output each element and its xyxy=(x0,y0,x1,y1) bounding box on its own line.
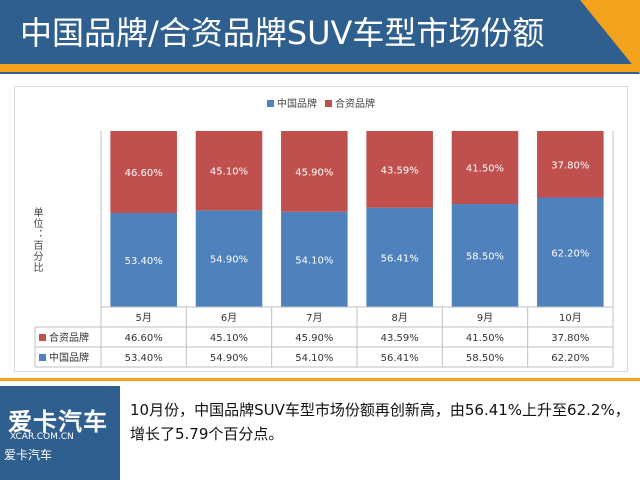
table-cell: 54.90% xyxy=(210,353,248,364)
legend-label: 中国品牌 xyxy=(277,99,317,110)
banner-accent-stripe xyxy=(0,64,640,72)
category-label: 9月 xyxy=(477,312,493,324)
data-label: 62.20% xyxy=(551,248,589,259)
table-cell: 56.41% xyxy=(381,353,419,364)
category-label: 5月 xyxy=(135,312,151,324)
legend-item: 合资品牌 xyxy=(325,95,375,110)
data-label: 45.10% xyxy=(210,167,248,178)
header-banner: 中国品牌/合资品牌SUV车型市场份额 xyxy=(0,0,640,74)
table-cell: 58.50% xyxy=(466,353,504,364)
table-cell: 37.80% xyxy=(551,333,589,344)
table-cell: 46.60% xyxy=(125,333,163,344)
table-row-label: 中国品牌 xyxy=(49,351,89,364)
data-label: 41.50% xyxy=(466,164,504,175)
bar-jv-3 xyxy=(281,131,348,212)
bar-china-4 xyxy=(366,207,433,307)
banner-corner-decoration xyxy=(580,0,640,74)
data-label: 56.41% xyxy=(381,253,419,264)
category-label: 7月 xyxy=(306,312,322,324)
table-row-swatch xyxy=(39,354,46,361)
legend-item: 中国品牌 xyxy=(267,95,317,110)
table-cell: 41.50% xyxy=(466,333,504,344)
bar-jv-5 xyxy=(451,131,519,205)
bar-jv-4 xyxy=(366,131,433,208)
site-logo: 爱卡汽车 XCAR.COM.CN 爱卡汽车 xyxy=(0,386,120,480)
bar-china-5 xyxy=(451,204,519,307)
data-label: 46.60% xyxy=(125,168,163,179)
chart-panel: 中国品牌 合资品牌 单位：百分比 53.40% 46.60% 54.90% 45.10%… xyxy=(14,86,628,372)
bar-jv-2 xyxy=(195,131,263,211)
logo-url: XCAR.COM.CN xyxy=(10,432,74,442)
table-cell: 53.40% xyxy=(125,353,163,364)
table-row-label: 合资品牌 xyxy=(49,331,89,344)
data-label: 43.59% xyxy=(381,165,419,176)
logo-name: 爱卡汽车 xyxy=(4,448,53,462)
bar-china-1 xyxy=(110,213,177,307)
stacked-bar-chart: 53.40% 46.60% 54.90% 45.10% 54.10% 45.90% 56.4… xyxy=(34,131,614,368)
data-label: 58.50% xyxy=(466,252,504,263)
bar-jv-6 xyxy=(537,131,604,198)
data-label: 37.80% xyxy=(551,160,589,171)
legend-label: 合资品牌 xyxy=(335,99,375,110)
data-label: 53.40% xyxy=(125,256,163,267)
data-label: 54.90% xyxy=(210,255,248,266)
bar-china-6 xyxy=(537,197,604,307)
table-row-swatch xyxy=(39,334,46,341)
logo-text: 爱卡汽车 xyxy=(8,408,108,436)
y-axis-label: 单位：百分比 xyxy=(31,207,42,273)
data-label: 45.90% xyxy=(295,167,333,178)
table-cell: 43.59% xyxy=(381,333,419,344)
bar-china-3 xyxy=(281,211,348,307)
table-cell: 45.90% xyxy=(295,333,333,344)
table-cell: 62.20% xyxy=(551,353,589,364)
category-label: 8月 xyxy=(391,312,407,324)
category-label: 6月 xyxy=(221,312,237,324)
page-title: 中国品牌/合资品牌SUV车型市场份额 xyxy=(20,14,545,52)
footer-divider xyxy=(0,378,640,381)
legend-swatch xyxy=(325,100,332,107)
table-cell: 45.10% xyxy=(210,333,248,344)
bar-china-2 xyxy=(195,210,263,307)
legend-swatch xyxy=(267,100,274,107)
chart-legend: 中国品牌 合资品牌 xyxy=(15,95,627,110)
category-label: 10月 xyxy=(559,312,582,324)
bar-jv-1 xyxy=(110,131,177,214)
data-label: 54.10% xyxy=(295,255,333,266)
table-cell: 54.10% xyxy=(295,353,333,364)
summary-caption: 10月份，中国品牌SUV车型市场份额再创新高，由56.41%上升至62.2%，增… xyxy=(130,401,630,443)
